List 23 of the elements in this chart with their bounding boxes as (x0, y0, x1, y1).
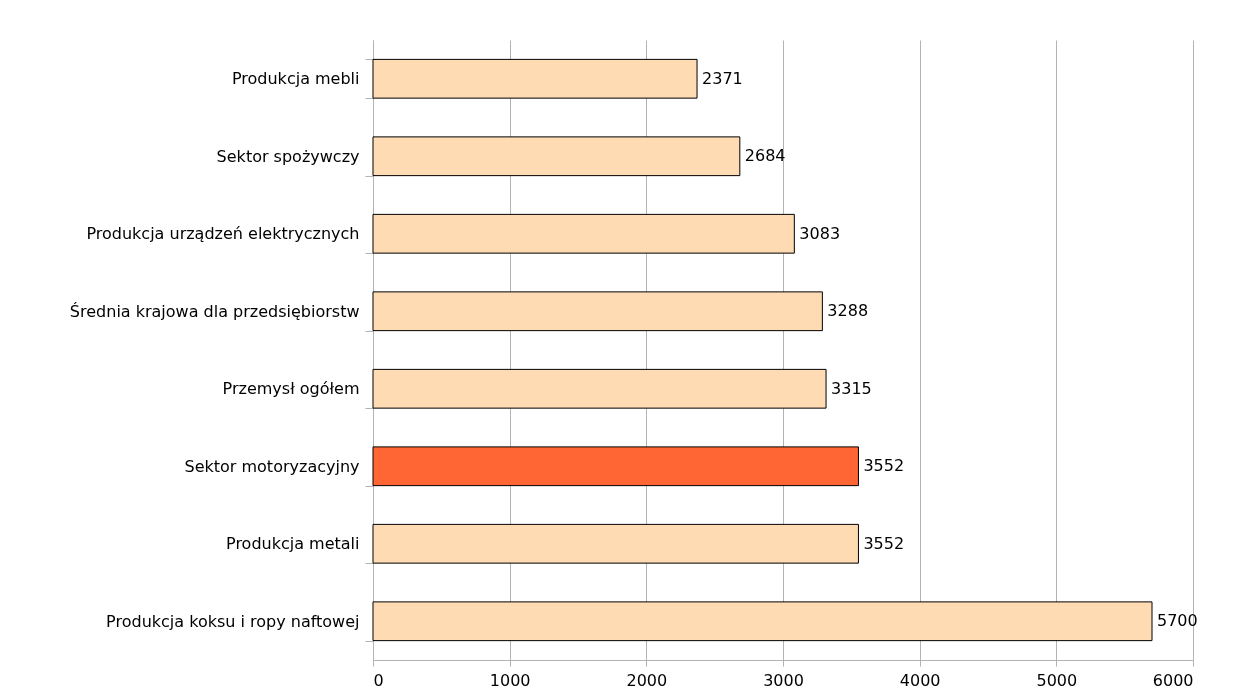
y-tick-label: Produkcja urządzeń elektrycznych (86, 224, 360, 244)
data-label: 3552 (863, 456, 905, 476)
y-tick-label: Sektor spożywczy (216, 146, 360, 166)
data-label: 5700 (1157, 611, 1198, 631)
data-label: 3552 (863, 533, 905, 553)
data-label: 3083 (799, 223, 841, 243)
x-tick-label: 0 (373, 670, 384, 690)
y-tick-label: Średnia krajowa dla przedsiębiorstw (69, 301, 360, 321)
x-tick-label: 1000 (489, 670, 531, 690)
x-tick-label: 5000 (1036, 670, 1078, 690)
x-tick-label: 2000 (626, 670, 668, 690)
x-tick-label: 3000 (763, 670, 804, 690)
y-tick-label: Przemysł ogółem (222, 379, 360, 399)
y-tick-label: Produkcja mebli (231, 69, 360, 89)
y-tick-label: Sektor motoryzacyjny (184, 456, 360, 476)
data-label: 3288 (827, 301, 869, 321)
x-tick-label: 4000 (899, 670, 941, 690)
x-tick-label: 6000 (1152, 670, 1194, 690)
data-label: 3315 (831, 378, 872, 398)
y-tick-label: Produkcja koksu i ropy naftowej (106, 611, 360, 631)
data-label: 2684 (744, 146, 786, 166)
y-tick-label: Produkcja metali (226, 534, 360, 554)
data-label: 2371 (702, 68, 743, 88)
